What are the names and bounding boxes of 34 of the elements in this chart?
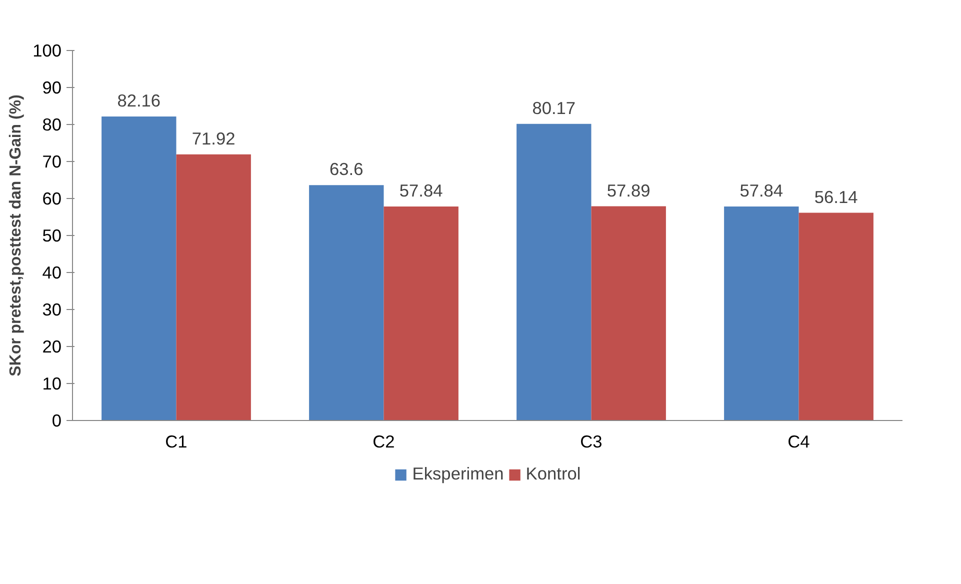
data-label: 57.84 [740, 180, 784, 200]
y-tick-label: 70 [42, 152, 62, 172]
bar [102, 116, 176, 420]
legend-label: Eksperimen [412, 464, 504, 484]
x-tick-label: C2 [372, 432, 395, 452]
y-tick-label: 100 [32, 40, 62, 60]
data-label: 80.17 [532, 98, 576, 118]
y-tick-label: 40 [42, 262, 62, 282]
x-tick-label: C3 [580, 432, 602, 452]
y-tick-label: 30 [42, 300, 62, 320]
y-tick-label: 60 [42, 188, 62, 208]
y-tick-label: 10 [42, 374, 62, 394]
data-label: 82.16 [117, 90, 161, 111]
bar [724, 206, 799, 420]
bar [384, 206, 458, 420]
data-label: 57.89 [606, 180, 650, 200]
data-label: 56.14 [814, 186, 858, 207]
bar [516, 124, 592, 420]
data-label: 71.92 [192, 128, 236, 148]
legend-label: Kontrol [526, 464, 581, 484]
x-tick-label: C4 [788, 432, 810, 452]
y-tick-label: 20 [42, 336, 62, 356]
y-tick-label: 0 [52, 410, 62, 430]
x-tick-label: C1 [165, 432, 188, 452]
data-label: 57.84 [399, 180, 444, 200]
bar [798, 212, 874, 420]
bar [176, 154, 251, 420]
y-tick-label: 90 [42, 78, 62, 98]
y-axis-title: SKor pretest,posttest dan N-Gain (%) [8, 94, 25, 376]
y-tick-label: 50 [42, 226, 62, 246]
data-label: 63.6 [330, 159, 364, 180]
y-tick-label: 80 [42, 114, 62, 134]
bar [309, 185, 384, 420]
bar [591, 206, 666, 420]
